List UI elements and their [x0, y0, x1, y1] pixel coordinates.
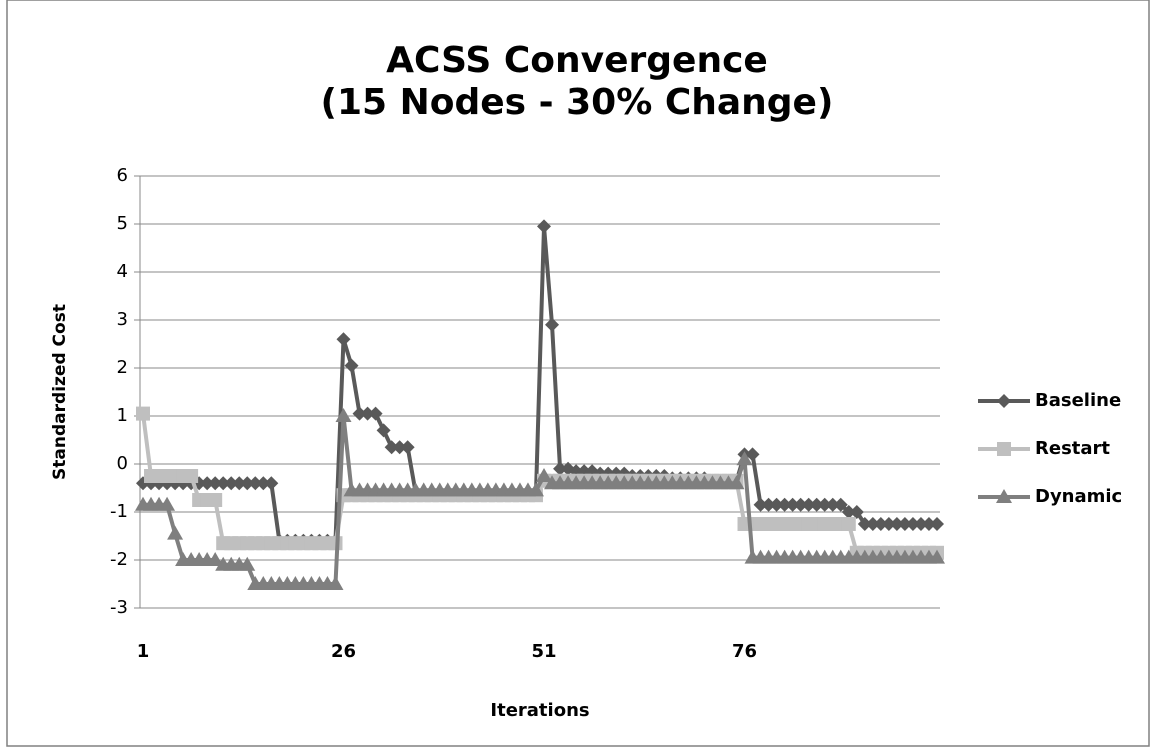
- marker: [327, 576, 344, 590]
- legend-label: Dynamic: [1035, 486, 1122, 507]
- marker: [256, 476, 271, 491]
- marker: [208, 493, 223, 507]
- y-tick-label: 2: [117, 357, 128, 378]
- marker: [897, 517, 912, 531]
- marker: [336, 332, 351, 347]
- y-tick-label: 6: [117, 165, 128, 186]
- marker: [913, 517, 928, 531]
- marker: [207, 552, 224, 566]
- x-tick-label: 1: [137, 641, 150, 662]
- marker: [745, 447, 760, 462]
- marker: [392, 440, 407, 455]
- marker: [200, 476, 215, 491]
- chart-title: ACSS Convergence: [386, 40, 768, 81]
- marker: [360, 406, 375, 421]
- marker: [368, 406, 383, 421]
- chart-frame: [6, 0, 1150, 747]
- marker: [352, 406, 367, 421]
- marker: [785, 497, 800, 512]
- marker: [536, 468, 553, 482]
- marker: [527, 482, 544, 497]
- legend-label: Restart: [1035, 438, 1110, 459]
- marker: [553, 461, 568, 476]
- marker: [809, 497, 824, 512]
- y-tick-label: -2: [110, 549, 128, 570]
- marker: [159, 496, 176, 511]
- marker: [344, 358, 359, 373]
- marker: [224, 476, 239, 491]
- marker: [736, 451, 753, 466]
- marker: [384, 440, 399, 455]
- marker: [376, 423, 391, 438]
- x-tick-label: 76: [732, 641, 757, 662]
- marker: [996, 489, 1012, 503]
- marker: [136, 406, 150, 421]
- marker: [817, 497, 832, 512]
- marker: [232, 476, 247, 491]
- marker: [335, 408, 352, 422]
- marker: [801, 497, 816, 512]
- marker: [216, 476, 231, 491]
- marker: [833, 497, 848, 512]
- marker: [777, 497, 792, 512]
- y-tick-label: 4: [117, 261, 128, 282]
- y-tick-label: -1: [110, 501, 128, 522]
- marker: [921, 517, 936, 531]
- marker: [167, 525, 184, 540]
- marker: [793, 497, 808, 512]
- marker: [248, 476, 263, 491]
- chart-subtitle: (15 Nodes - 30% Change): [321, 82, 834, 123]
- marker: [857, 517, 872, 531]
- marker: [264, 476, 279, 491]
- y-tick-label: 1: [117, 405, 128, 426]
- marker: [841, 505, 856, 519]
- y-tick-label: 0: [117, 453, 128, 474]
- y-axis-title: Standardized Cost: [50, 304, 70, 480]
- y-tick-label: 3: [117, 309, 128, 330]
- x-tick-label: 51: [531, 641, 556, 662]
- marker: [881, 517, 896, 531]
- marker: [769, 497, 784, 512]
- marker: [753, 497, 768, 512]
- marker: [545, 317, 560, 332]
- marker: [841, 517, 856, 531]
- marker: [825, 497, 840, 512]
- marker: [997, 394, 1011, 408]
- y-tick-label: 5: [117, 213, 128, 234]
- marker: [929, 549, 945, 564]
- marker: [239, 556, 256, 571]
- marker: [400, 440, 415, 455]
- marker: [873, 517, 888, 531]
- marker: [889, 517, 904, 531]
- marker: [184, 469, 199, 483]
- marker: [761, 497, 776, 512]
- marker: [865, 517, 880, 531]
- x-axis-title: Iterations: [490, 700, 589, 721]
- y-tick-label: -3: [110, 597, 128, 618]
- marker: [728, 475, 745, 490]
- marker: [930, 517, 944, 531]
- marker: [537, 219, 552, 234]
- marker: [240, 476, 255, 491]
- marker: [849, 505, 864, 519]
- marker: [905, 517, 920, 531]
- marker: [208, 476, 223, 491]
- marker: [997, 442, 1011, 456]
- x-tick-label: 26: [331, 641, 356, 662]
- legend-label: Baseline: [1035, 390, 1121, 411]
